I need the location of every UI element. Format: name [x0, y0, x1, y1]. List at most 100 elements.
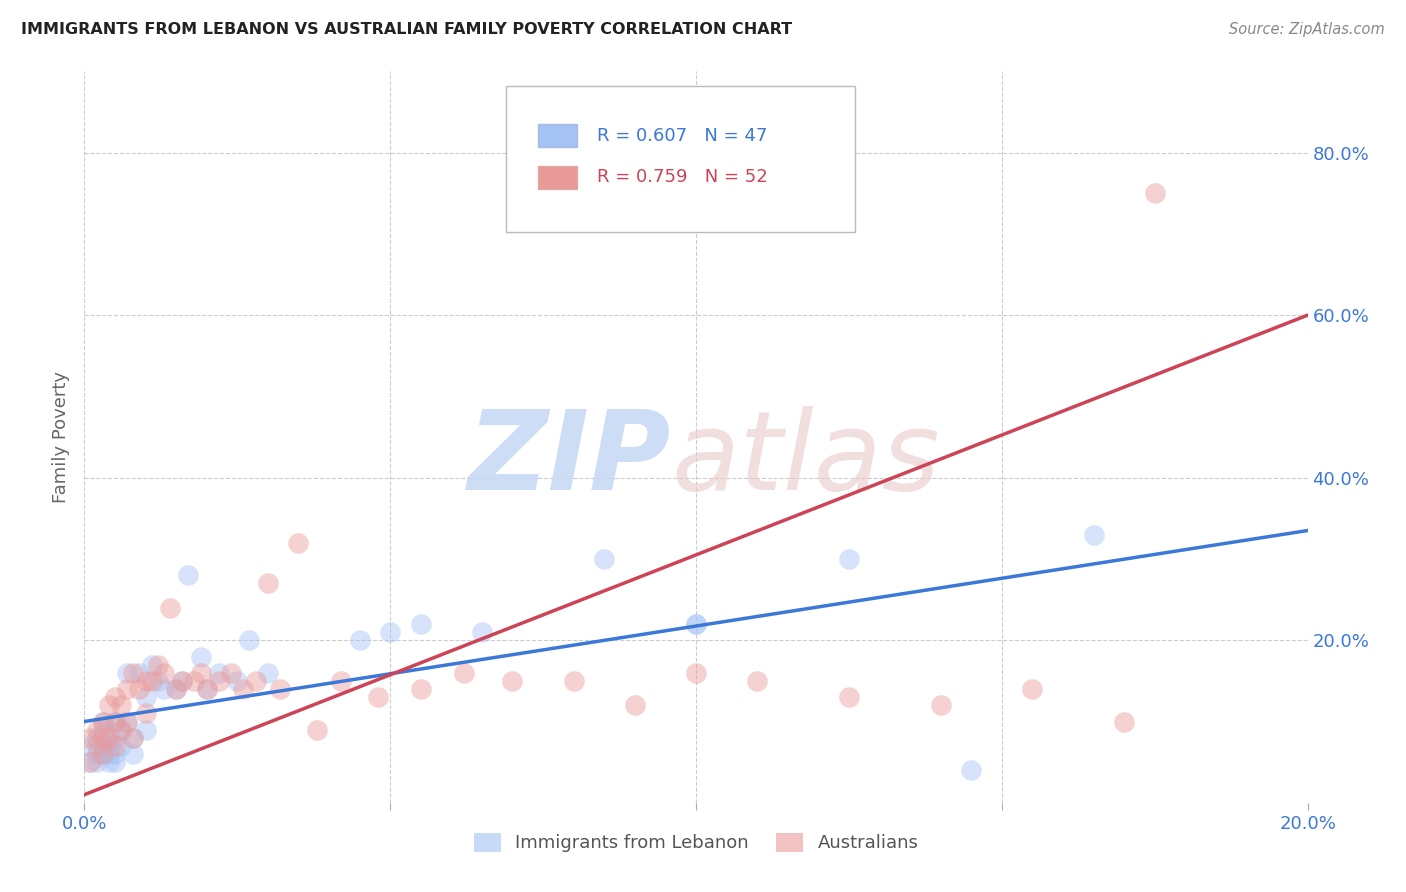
Point: [190, 665, 212, 680]
Point: [838, 690, 860, 705]
Point: [104, 714, 127, 729]
Point: [79, 755, 101, 769]
Point: [232, 681, 254, 696]
Point: [177, 568, 200, 582]
Point: [330, 673, 353, 688]
Point: [502, 673, 524, 688]
Point: [165, 681, 187, 696]
Point: [91, 739, 114, 753]
Point: [97, 731, 120, 745]
Text: R = 0.607   N = 47: R = 0.607 N = 47: [598, 127, 768, 145]
Point: [110, 739, 132, 753]
Point: [86, 747, 108, 761]
Text: R = 0.759   N = 52: R = 0.759 N = 52: [598, 169, 768, 186]
Point: [685, 617, 707, 632]
Point: [1114, 714, 1136, 729]
Point: [245, 673, 267, 688]
Point: [91, 747, 114, 761]
Point: [165, 681, 187, 696]
Point: [685, 617, 707, 632]
Point: [115, 681, 138, 696]
Point: [104, 747, 127, 761]
Point: [183, 673, 205, 688]
Point: [110, 723, 132, 737]
Point: [195, 681, 218, 696]
Text: IMMIGRANTS FROM LEBANON VS AUSTRALIAN FAMILY POVERTY CORRELATION CHART: IMMIGRANTS FROM LEBANON VS AUSTRALIAN FA…: [21, 22, 792, 37]
Point: [838, 552, 860, 566]
Point: [128, 665, 150, 680]
Point: [159, 600, 181, 615]
Point: [115, 714, 138, 729]
Point: [135, 723, 157, 737]
Point: [135, 690, 157, 705]
Point: [562, 673, 585, 688]
Point: [110, 723, 132, 737]
Point: [86, 755, 108, 769]
Point: [172, 673, 194, 688]
Point: [79, 755, 101, 769]
Point: [115, 665, 138, 680]
Point: [104, 714, 127, 729]
Point: [219, 665, 242, 680]
Point: [1143, 186, 1166, 201]
Point: [115, 714, 138, 729]
Point: [747, 673, 769, 688]
Text: Source: ZipAtlas.com: Source: ZipAtlas.com: [1229, 22, 1385, 37]
Point: [1083, 527, 1105, 541]
Point: [1021, 681, 1043, 696]
Point: [122, 665, 145, 680]
Point: [238, 633, 260, 648]
Point: [287, 535, 309, 549]
Point: [153, 665, 176, 680]
Point: [91, 747, 114, 761]
Point: [97, 739, 120, 753]
Point: [97, 747, 120, 761]
Point: [97, 755, 120, 769]
Point: [305, 723, 328, 737]
Point: [104, 755, 127, 769]
Point: [91, 714, 114, 729]
Point: [135, 706, 157, 721]
FancyBboxPatch shape: [538, 124, 578, 147]
Point: [172, 673, 194, 688]
Point: [257, 665, 280, 680]
Point: [409, 681, 432, 696]
Point: [141, 657, 163, 672]
FancyBboxPatch shape: [538, 166, 578, 189]
Point: [269, 681, 291, 696]
Point: [122, 731, 145, 745]
Point: [128, 681, 150, 696]
Point: [122, 731, 145, 745]
Point: [257, 576, 280, 591]
Point: [104, 690, 127, 705]
Point: [86, 739, 108, 753]
Point: [380, 625, 402, 640]
Point: [208, 673, 231, 688]
Legend: Immigrants from Lebanon, Australians: Immigrants from Lebanon, Australians: [467, 826, 925, 860]
Point: [104, 731, 127, 745]
Y-axis label: Family Poverty: Family Poverty: [52, 371, 70, 503]
Point: [471, 625, 494, 640]
Point: [122, 747, 145, 761]
Point: [146, 673, 169, 688]
Point: [453, 665, 475, 680]
FancyBboxPatch shape: [506, 86, 855, 232]
Point: [208, 665, 231, 680]
Point: [349, 633, 371, 648]
Point: [79, 739, 101, 753]
Point: [86, 731, 108, 745]
Point: [104, 739, 127, 753]
Point: [91, 723, 114, 737]
Point: [79, 731, 101, 745]
Text: ZIP: ZIP: [468, 406, 672, 513]
Point: [97, 698, 120, 713]
Point: [226, 673, 249, 688]
Point: [960, 764, 983, 778]
Point: [141, 673, 163, 688]
Point: [195, 681, 218, 696]
Point: [135, 673, 157, 688]
Point: [685, 665, 707, 680]
Point: [86, 723, 108, 737]
Point: [190, 649, 212, 664]
Point: [409, 617, 432, 632]
